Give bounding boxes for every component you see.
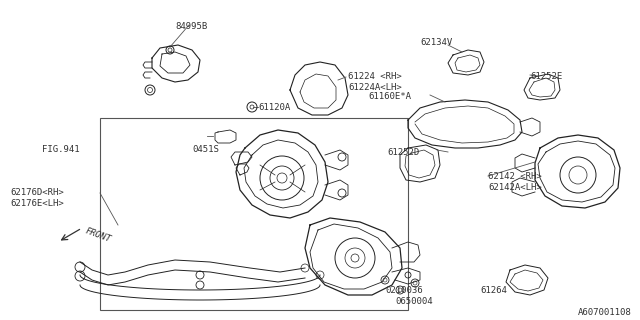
Text: 62142 <RH>: 62142 <RH>: [488, 172, 541, 181]
Text: 61224A<LH>: 61224A<LH>: [348, 83, 402, 92]
Text: 62134V: 62134V: [420, 38, 452, 47]
Text: FRONT: FRONT: [84, 226, 113, 244]
Text: 62142A<LH>: 62142A<LH>: [488, 183, 541, 192]
Text: FIG.941: FIG.941: [42, 145, 79, 154]
Text: 0650004: 0650004: [395, 297, 433, 306]
Text: 84995B: 84995B: [175, 22, 207, 31]
Text: 61160E*A: 61160E*A: [368, 92, 411, 101]
Text: 61252E: 61252E: [530, 72, 563, 81]
Text: 61120A: 61120A: [258, 103, 291, 112]
Text: 0210036: 0210036: [385, 286, 422, 295]
Text: 61224 <RH>: 61224 <RH>: [348, 72, 402, 81]
Text: 0451S: 0451S: [192, 145, 219, 154]
Text: A607001108: A607001108: [578, 308, 632, 317]
Text: 62176E<LH>: 62176E<LH>: [10, 199, 64, 208]
Text: 61252D: 61252D: [387, 148, 419, 157]
Text: 61264: 61264: [480, 286, 507, 295]
Bar: [100, 118, 408, 310]
Text: 62176D<RH>: 62176D<RH>: [10, 188, 64, 197]
